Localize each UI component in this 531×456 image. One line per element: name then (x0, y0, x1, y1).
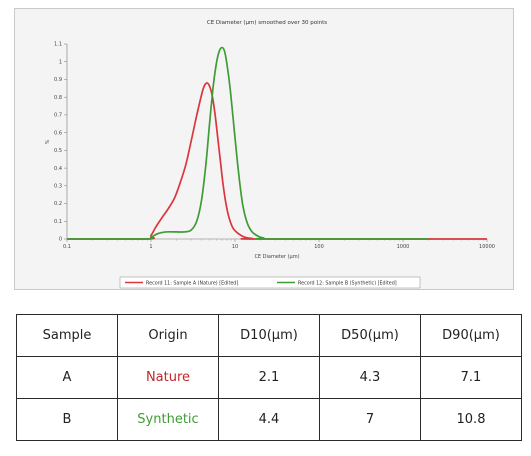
x-axis: 0.1 1 10 100 1000 10000 (63, 239, 495, 250)
cell-d50: 4.3 (319, 356, 421, 399)
table-row: A Nature 2.1 4.3 7.1 (16, 356, 522, 399)
y-axis: 0 0.1 0.2 0.3 0.4 0.5 0.6 0.7 0.8 0.9 1 1.1 (54, 42, 67, 243)
x-tick-label: 1000 (397, 244, 410, 250)
header-d10: D10(μm) (218, 314, 320, 357)
table-header-row: Sample Origin D10(μm) D50(μm) D90(μm) (16, 314, 522, 357)
legend-entry-nature: Record 11: Sample A (Nature) [Edited] (146, 280, 238, 286)
cell-sample: A (16, 356, 118, 399)
y-tick-label: 0.6 (54, 130, 62, 136)
cell-d50: 7 (319, 398, 421, 441)
y-axis-label: % (45, 139, 51, 144)
cell-d10: 2.1 (218, 356, 320, 399)
y-tick-label: 0.3 (54, 184, 62, 190)
y-tick-label: 0.1 (54, 219, 62, 225)
series-line-nature (66, 82, 487, 240)
cell-origin: Synthetic (117, 398, 219, 441)
cell-d90: 7.1 (420, 356, 522, 399)
header-origin: Origin (117, 314, 219, 357)
cell-sample: B (16, 398, 118, 441)
x-tick-label: 0.1 (63, 244, 71, 250)
y-tick-label: 1.1 (54, 42, 62, 48)
header-d50: D50(μm) (319, 314, 421, 357)
series-line-synthetic (66, 46, 429, 240)
chart-title: CE Diameter (µm) smoothed over 30 points (207, 20, 327, 26)
y-tick-label: 0.8 (54, 95, 62, 101)
chart-panel: CE Diameter (µm) smoothed over 30 points… (14, 8, 514, 290)
y-tick-label: 0.9 (54, 77, 62, 83)
size-distribution-chart: CE Diameter (µm) smoothed over 30 points… (45, 20, 495, 289)
y-tick-label: 0.4 (54, 166, 62, 172)
legend: Record 11: Sample A (Nature) [Edited] Re… (119, 276, 421, 289)
y-tick-label: 0.2 (54, 201, 62, 207)
header-d90: D90(μm) (420, 314, 522, 357)
x-tick-label: 100 (314, 244, 324, 250)
particle-size-table: Sample Origin D10(μm) D50(μm) D90(μm) A … (16, 314, 522, 441)
y-tick-label: 0.5 (54, 148, 62, 154)
y-tick-label: 0.7 (54, 113, 62, 119)
cell-d90: 10.8 (420, 398, 522, 441)
x-tick-label: 1 (149, 244, 152, 250)
x-axis-label: CE Diameter (µm) (254, 254, 299, 260)
series-layer (66, 46, 487, 240)
y-tick-label: 0 (59, 237, 62, 243)
header-sample: Sample (16, 314, 118, 357)
cell-origin: Nature (117, 356, 219, 399)
legend-box (119, 276, 421, 289)
y-tick-label: 1 (59, 59, 62, 65)
cell-d10: 4.4 (218, 398, 320, 441)
x-tick-label: 10 (232, 244, 238, 250)
legend-entry-synthetic: Record 12: Sample B (Synthetic) [Edited] (298, 280, 397, 286)
table-row: B Synthetic 4.4 7 10.8 (16, 398, 522, 441)
x-tick-label: 10000 (479, 244, 495, 250)
